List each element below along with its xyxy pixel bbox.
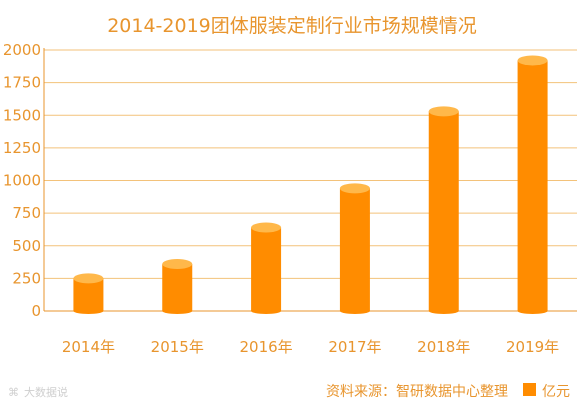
watermark-text: 大数据说 <box>24 385 68 399</box>
bar-cap <box>251 222 282 233</box>
bar-base <box>517 308 548 314</box>
bar-body <box>339 188 370 311</box>
gridlines <box>44 49 577 279</box>
y-tick-label: 1500 <box>3 106 41 124</box>
watermark: ⌘ 大数据说 <box>8 385 68 399</box>
x-axis-ticks: 2014年 2015年 2016年 2017年 2018年 2019年 <box>62 338 559 356</box>
y-tick-label: 750 <box>12 204 41 222</box>
y-tick-label: 1750 <box>3 74 41 92</box>
bar <box>73 273 104 314</box>
bar-body <box>517 60 548 311</box>
bar-base <box>251 308 282 314</box>
x-tick-label: 2018年 <box>417 338 470 356</box>
bar-base <box>73 308 104 314</box>
bar <box>428 106 459 314</box>
bar-cap <box>428 106 459 117</box>
bar <box>517 55 548 314</box>
watermark-icon: ⌘ <box>8 386 19 399</box>
bar-body <box>428 111 459 312</box>
bar <box>339 183 370 314</box>
x-tick-label: 2016年 <box>239 338 292 356</box>
x-tick-label: 2017年 <box>328 338 381 356</box>
bar-cap <box>162 259 193 270</box>
legend-swatch <box>523 383 536 396</box>
y-tick-label: 500 <box>12 237 41 255</box>
y-tick-label: 1250 <box>3 139 41 157</box>
bar <box>162 259 193 314</box>
bars <box>73 55 548 314</box>
y-tick-label: 2000 <box>3 41 41 59</box>
y-tick-label: 250 <box>12 269 41 287</box>
y-tick-label: 1000 <box>3 172 41 190</box>
bar-base <box>428 308 459 314</box>
source-note: 资料来源：智研数据中心整理 <box>326 384 508 400</box>
x-tick-label: 2014年 <box>62 338 115 356</box>
bar-body <box>251 227 282 311</box>
y-tick-label: 0 <box>31 302 41 320</box>
y-axis-ticks: 0 250 500 750 1000 1250 1500 1750 2000 <box>3 41 41 320</box>
legend-label: 亿元 <box>542 384 570 400</box>
x-tick-label: 2015年 <box>151 338 204 356</box>
x-tick-label: 2019年 <box>506 338 559 356</box>
bar-body <box>162 264 193 311</box>
bar-base <box>339 308 370 314</box>
bar-cap <box>73 273 104 284</box>
bar <box>251 222 282 314</box>
bar-cap <box>339 183 370 194</box>
bar-cap <box>517 55 548 66</box>
bar-body <box>73 278 104 311</box>
chart-title: 2014-2019团体服装定制行业市场规模情况 <box>107 15 477 37</box>
bar-base <box>162 308 193 314</box>
